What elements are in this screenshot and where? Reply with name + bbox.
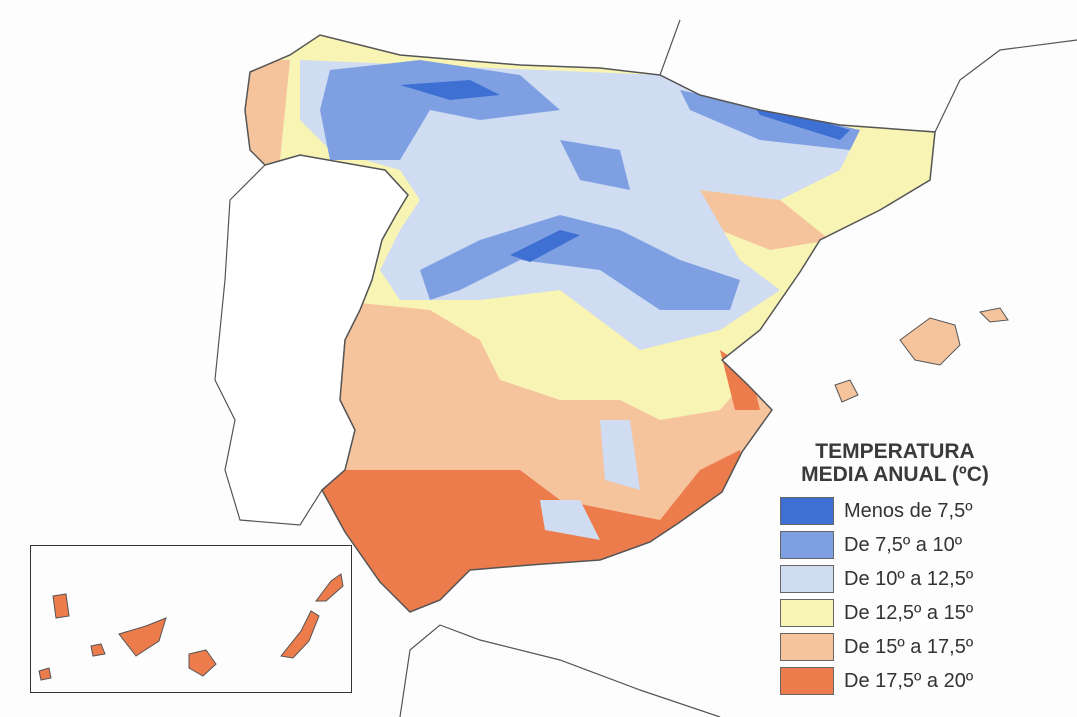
canary-islands-inset bbox=[30, 545, 352, 693]
legend-label: Menos de 7,5º bbox=[844, 499, 973, 522]
legend-swatch bbox=[780, 633, 834, 661]
canary-islands-map bbox=[38, 573, 344, 681]
menorca bbox=[978, 307, 1009, 323]
africa-outline bbox=[399, 624, 721, 717]
legend-label: De 10º a 12,5º bbox=[844, 567, 974, 590]
legend-label: De 12,5º a 15º bbox=[844, 601, 974, 624]
spain-outline bbox=[244, 34, 936, 613]
legend-item: De 15º a 17,5º bbox=[780, 630, 1020, 664]
legend-item: De 17,5º a 20º bbox=[780, 664, 1020, 698]
legend-swatch bbox=[780, 497, 834, 525]
legend-swatch bbox=[780, 667, 834, 695]
legend-swatch bbox=[780, 531, 834, 559]
legend-item: De 7,5º a 10º bbox=[780, 528, 1020, 562]
legend-label: De 15º a 17,5º bbox=[844, 635, 974, 658]
legend-label: De 17,5º a 20º bbox=[844, 669, 974, 692]
france-outline bbox=[659, 19, 1077, 133]
legend-item: Menos de 7,5º bbox=[780, 494, 1020, 528]
legend: TEMPERATURA MEDIA ANUAL (ºC) Menos de 7,… bbox=[780, 440, 1020, 698]
legend-swatch bbox=[780, 599, 834, 627]
legend-label: De 7,5º a 10º bbox=[844, 533, 963, 556]
legend-item: De 12,5º a 15º bbox=[780, 596, 1020, 630]
legend-title: TEMPERATURA bbox=[815, 440, 975, 463]
mallorca bbox=[899, 317, 961, 366]
legend-swatch bbox=[780, 565, 834, 593]
legend-subtitle: MEDIA ANUAL (ºC) bbox=[801, 463, 989, 486]
legend-item: De 10º a 12,5º bbox=[780, 562, 1020, 596]
ibiza bbox=[834, 379, 859, 403]
